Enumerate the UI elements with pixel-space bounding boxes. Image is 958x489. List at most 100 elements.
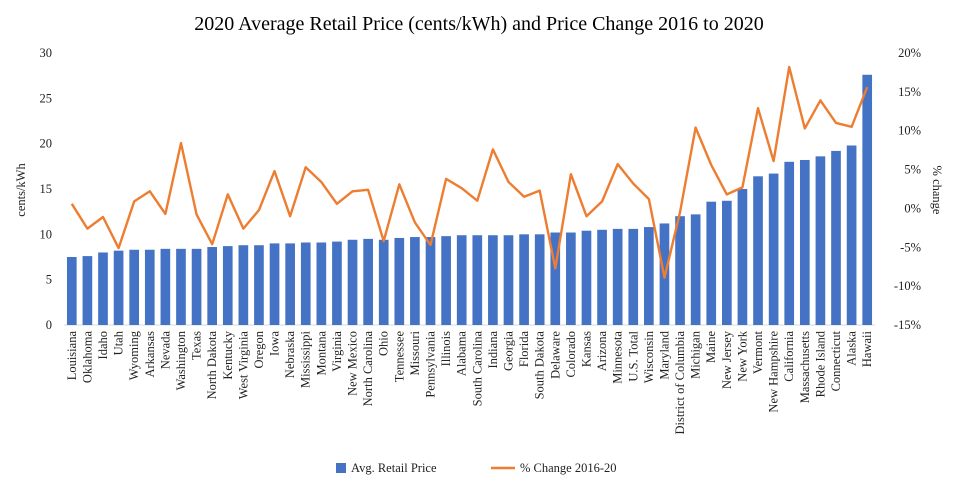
category-label: Minnesota: [611, 331, 625, 384]
right-tick-label: -15%: [894, 318, 921, 332]
left-tick-label: 5: [46, 273, 52, 287]
bar: [144, 249, 155, 325]
category-label: Kansas: [579, 331, 593, 367]
bar: [254, 245, 264, 325]
category-label: Arkansas: [143, 331, 157, 378]
category-label: Virginia: [330, 331, 344, 372]
right-tick-label: -10%: [894, 279, 921, 293]
left-tick-label: 20: [40, 137, 53, 151]
bar: [378, 239, 389, 325]
left-axis-label: cents/kWh: [14, 163, 28, 217]
left-tick-label: 10: [40, 227, 53, 241]
bar: [831, 150, 841, 325]
legend-bar-swatch: [336, 463, 346, 473]
category-label: West Virginia: [236, 331, 250, 400]
bar: [394, 237, 405, 325]
bar: [113, 250, 124, 325]
bar: [207, 247, 217, 325]
category-label: Oklahoma: [80, 331, 94, 384]
right-tick-label: 5%: [904, 163, 921, 177]
bar: [222, 246, 233, 325]
bar: [488, 235, 498, 325]
bar: [332, 241, 342, 325]
category-label: Mississippi: [299, 330, 313, 387]
category-label: Missouri: [408, 330, 422, 375]
category-label: New Hampshire: [767, 331, 781, 413]
bar: [269, 243, 280, 325]
bar: [456, 235, 467, 325]
left-tick-label: 0: [46, 318, 52, 332]
bar: [628, 228, 639, 325]
line-series: [70, 65, 869, 279]
bar: [98, 252, 108, 325]
category-label: Texas: [190, 331, 204, 360]
category-label: Wyoming: [127, 330, 141, 380]
bar: [815, 156, 826, 325]
category-label: Ohio: [377, 331, 391, 356]
bar: [316, 242, 327, 325]
category-label: New Jersey: [720, 330, 734, 389]
bar: [300, 242, 311, 325]
right-tick-label: 10%: [898, 124, 921, 138]
bar: [176, 248, 186, 325]
right-axis-ticks: -15% -10% -5% 0% 5% 10% 15% 20%: [894, 46, 921, 332]
legend: Avg. Retail Price % Change 2016-20: [336, 461, 617, 475]
category-label: Connecticut: [829, 330, 843, 391]
category-label: North Carolina: [361, 331, 375, 407]
right-axis-label: % change: [930, 166, 944, 215]
category-label: U.S. Total: [626, 330, 640, 381]
left-tick-label: 25: [40, 91, 53, 105]
bar: [737, 189, 748, 325]
category-label: Kentucky: [221, 330, 235, 379]
left-tick-label: 15: [40, 182, 53, 196]
category-label: South Carolina: [470, 331, 484, 407]
legend-bar-label: Avg. Retail Price: [351, 461, 437, 475]
bar: [503, 235, 514, 325]
category-label: South Dakota: [533, 331, 547, 400]
bar: [347, 239, 358, 325]
category-label: Hawaii: [860, 330, 874, 367]
bar: [706, 201, 717, 325]
right-tick-label: 15%: [898, 85, 921, 99]
bar: [519, 234, 529, 325]
category-label: Idaho: [96, 331, 110, 359]
bar: [675, 216, 685, 325]
right-tick-label: -5%: [900, 240, 921, 254]
bar: [644, 227, 654, 325]
bar: [238, 245, 249, 325]
category-label: Nevada: [158, 331, 172, 370]
bar: [425, 237, 436, 325]
category-label: Maryland: [657, 330, 671, 379]
category-label: Massachusetts: [798, 331, 812, 403]
category-label: Indiana: [486, 331, 500, 369]
bar: [441, 236, 451, 325]
category-label: Rhode Island: [813, 330, 827, 397]
category-label: Michigan: [689, 330, 703, 379]
bar: [191, 248, 202, 325]
category-label: Louisiana: [65, 331, 79, 381]
bar-series: [66, 74, 873, 325]
category-label: North Dakota: [205, 331, 219, 400]
bar: [799, 159, 810, 325]
bar: [160, 248, 171, 325]
right-tick-label: 20%: [898, 46, 921, 60]
category-label: Delaware: [548, 331, 562, 379]
bar: [566, 232, 576, 325]
legend-line-label: % Change 2016-20: [520, 461, 617, 475]
category-label: Pennsylvania: [424, 331, 438, 398]
bar: [129, 249, 140, 325]
right-tick-label: 0%: [904, 201, 921, 215]
category-label: Georgia: [501, 331, 515, 371]
bar: [784, 161, 795, 325]
bar: [410, 237, 420, 325]
category-label: Alaska: [845, 331, 859, 366]
category-labels: Louisiana Oklahoma Idaho Utah Wyoming Arkansa…: [65, 330, 874, 434]
bar: [472, 235, 483, 325]
category-label: Tennessee: [392, 331, 406, 383]
bar: [82, 256, 93, 325]
bar: [753, 176, 763, 325]
category-label: Illinois: [439, 331, 453, 367]
bar: [846, 145, 857, 325]
category-label: Utah: [112, 330, 126, 355]
